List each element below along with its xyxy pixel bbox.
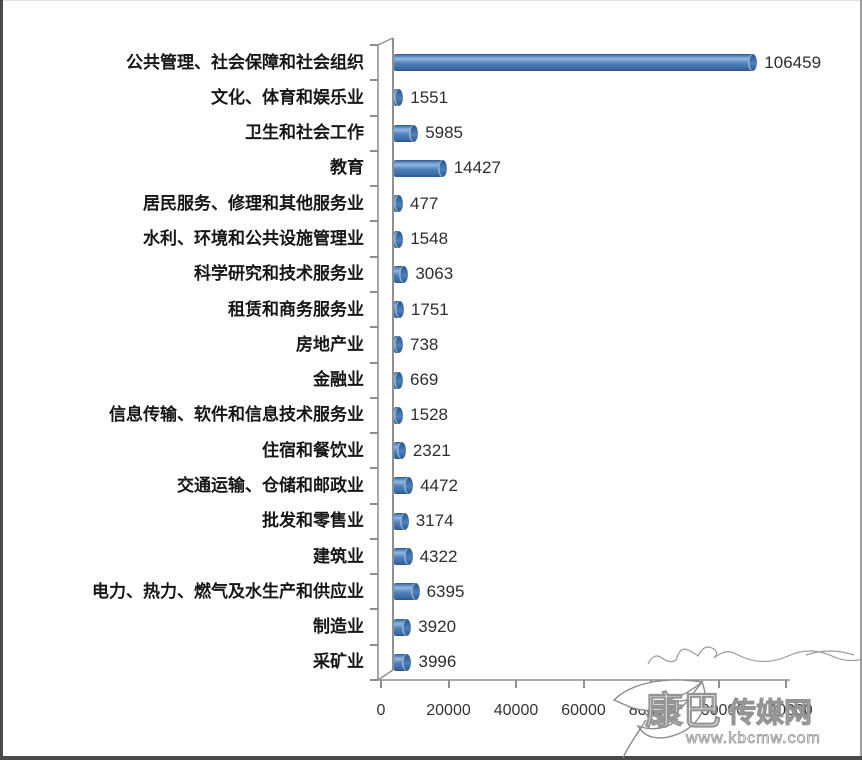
category-label: 建筑业 <box>313 546 364 566</box>
axis-tick <box>370 643 378 646</box>
bar <box>394 548 413 566</box>
axis-tick <box>515 680 517 688</box>
value-label: 1528 <box>410 405 448 425</box>
value-label: 106459 <box>764 52 822 72</box>
value-label: 14427 <box>453 158 501 178</box>
axis-tick <box>370 220 378 223</box>
value-label: 1751 <box>410 299 449 319</box>
axis-tick <box>370 432 378 435</box>
axis-tick <box>370 326 378 329</box>
category-label: 批发和零售业 <box>262 511 364 531</box>
bar <box>394 159 447 177</box>
x-tick-label: 0 <box>376 702 386 719</box>
value-label: 3063 <box>415 264 454 284</box>
value-label: 6395 <box>426 581 465 601</box>
x-tick-label: 120000 <box>759 702 813 719</box>
axis-tick <box>582 680 585 688</box>
axis-tick <box>785 680 787 688</box>
bar <box>394 230 404 248</box>
bar <box>394 406 404 424</box>
axis-tick <box>650 680 652 688</box>
value-label: 1551 <box>410 87 449 107</box>
axis-tick <box>370 396 378 399</box>
bar <box>394 477 414 495</box>
value-label: 3920 <box>418 617 457 637</box>
value-label: 477 <box>410 193 439 213</box>
value-label: 4322 <box>419 546 458 566</box>
axis-tick <box>370 608 378 611</box>
axis-tick <box>370 44 378 46</box>
category-label: 电力、热力、燃气及水生产和供应业 <box>92 581 364 601</box>
value-label: 1548 <box>410 229 449 249</box>
category-label: 租赁和商务服务业 <box>228 299 364 319</box>
category-label: 住宿和餐饮业 <box>262 440 364 460</box>
category-label: 居民服务、修理和其他服务业 <box>143 193 364 213</box>
bar <box>394 512 409 530</box>
category-label: 科学研究和技术服务业 <box>194 264 364 284</box>
axis-tick <box>370 573 378 576</box>
bar <box>394 371 403 389</box>
bar <box>394 653 413 671</box>
category-label: 信息传输、软件和信息技术服务业 <box>109 405 364 425</box>
axis-tick <box>370 114 378 117</box>
category-label: 文化、体育和娱乐业 <box>211 87 364 107</box>
bar <box>394 442 406 460</box>
category-label: 制造业 <box>313 617 364 637</box>
axis-tick <box>370 149 378 152</box>
bar <box>394 583 420 601</box>
category-label: 卫生和社会工作 <box>245 123 364 143</box>
axis-tick <box>370 467 378 470</box>
axis-tick <box>370 537 378 540</box>
axis-tick <box>370 185 378 188</box>
category-label: 金融业 <box>313 370 364 390</box>
category-label: 房地产业 <box>296 334 364 354</box>
bar <box>394 124 419 142</box>
axis-tick <box>717 680 720 688</box>
x-tick-label: 60000 <box>561 702 606 719</box>
value-label: 4472 <box>420 475 458 495</box>
x-tick-label: 20000 <box>426 702 471 719</box>
axis-tick <box>370 290 378 293</box>
category-label: 公共管理、社会保障和社会组织 <box>126 52 364 72</box>
category-label: 教育 <box>330 158 364 178</box>
watermark-url: www.kbcmw.com <box>685 730 821 747</box>
axis-tick <box>447 680 450 688</box>
value-label: 5985 <box>425 123 464 143</box>
axis-tick <box>370 361 378 364</box>
category-label: 采矿业 <box>313 652 364 672</box>
bar <box>394 336 403 354</box>
value-label: 2321 <box>412 440 451 460</box>
watermark: 康巴 传媒网 www.kbcmw.com <box>612 646 862 759</box>
value-label: 3996 <box>418 652 457 672</box>
bar <box>394 265 409 283</box>
axis-tick <box>370 255 378 258</box>
bar <box>394 54 758 72</box>
axis-tick <box>380 680 382 688</box>
swoosh-decoration <box>647 646 862 665</box>
axis-tick <box>370 79 378 82</box>
value-label: 738 <box>410 334 439 354</box>
bar <box>394 195 403 213</box>
x-tick-label: 40000 <box>493 702 539 719</box>
bar <box>394 618 412 636</box>
value-label: 3174 <box>415 511 454 531</box>
category-label: 水利、环境和公共设施管理业 <box>143 229 364 249</box>
axis-tick <box>370 679 378 681</box>
category-label: 交通运输、仓储和邮政业 <box>177 475 364 495</box>
bar <box>394 89 404 107</box>
bar <box>394 301 404 319</box>
axis-tick <box>370 502 378 505</box>
value-label: 669 <box>410 370 439 390</box>
